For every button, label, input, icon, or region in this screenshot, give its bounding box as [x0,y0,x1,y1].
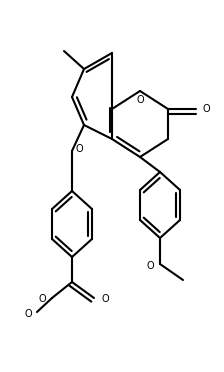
Text: O: O [203,104,211,114]
Text: O: O [75,144,83,154]
Text: O: O [136,95,144,105]
Text: O: O [38,294,46,304]
Text: O: O [146,261,154,271]
Text: O: O [101,294,109,304]
Text: O: O [24,309,32,319]
